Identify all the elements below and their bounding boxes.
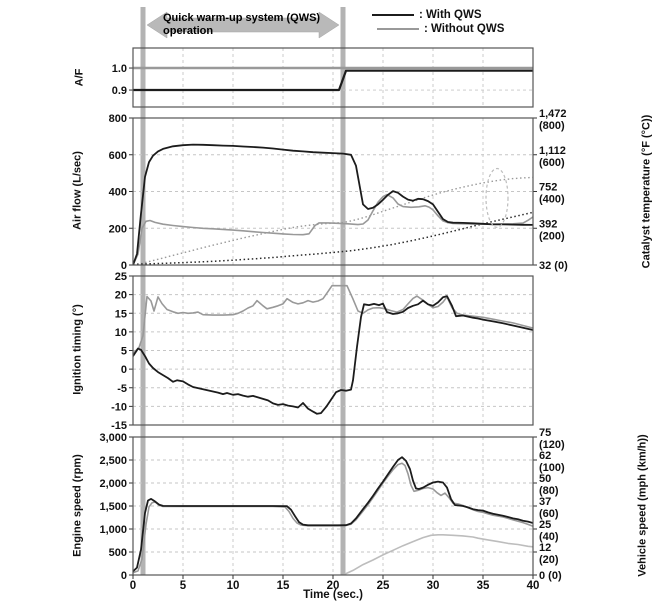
y2-tick-label: 50	[539, 473, 551, 485]
x-tick-label: 10	[227, 580, 240, 592]
y2-tick-label: (800)	[539, 120, 565, 132]
legend-label-without-qws: : Without QWS	[424, 23, 505, 35]
af-axis-title: A/F	[73, 68, 86, 87]
x-tick-label: 35	[477, 580, 490, 592]
y2-tick-label: (400)	[539, 194, 565, 206]
y2-tick-label: 12	[539, 542, 551, 554]
y2-tick-label: 75	[539, 427, 551, 439]
panel-frame	[132, 47, 534, 108]
y-tick-label: 800	[109, 113, 127, 125]
panel-frame	[132, 275, 534, 426]
series-catalyst_temp_fast_rise	[140, 176, 533, 265]
qws-operation-annotation-line2: operation	[163, 24, 214, 37]
x-tick-label: 0	[130, 580, 136, 592]
y2-tick-label: 32 (0)	[539, 260, 568, 272]
y2-tick-label: 37	[539, 496, 551, 508]
legend-line-without-qws	[377, 28, 419, 30]
y2-tick-label: 0 (0)	[539, 570, 562, 582]
series-with_qws	[133, 295, 533, 415]
legend-label-with-qws: : With QWS	[419, 9, 482, 21]
x-tick-label: 5	[180, 580, 187, 592]
qws-period-bar	[140, 7, 146, 575]
series-catalyst_temp_slow_rise	[133, 211, 533, 265]
y-tick-label: 0	[121, 260, 127, 272]
y2-tick-label: 62	[539, 450, 551, 462]
legend-item-without-qws: : Without QWS	[377, 22, 504, 36]
y2-tick-label: 1,472	[539, 108, 567, 120]
y2-tick-label: (60)	[539, 508, 559, 520]
y2-tick-label: 752	[539, 182, 557, 194]
y-tick-label: 15	[115, 308, 127, 320]
airflow-axis-title: Air flow (L/sec)	[71, 151, 84, 230]
y-tick-label: 1.0	[112, 63, 127, 75]
y-tick-label: 5	[121, 346, 127, 358]
y-tick-label: 20	[115, 290, 127, 302]
y-tick-label: -10	[111, 401, 127, 413]
y2-tick-label: (80)	[539, 485, 559, 497]
y-tick-label: 0.9	[112, 85, 127, 97]
qws-period-bar	[340, 7, 346, 575]
y-tick-label: 0	[121, 570, 127, 582]
qws-operation-arrow	[146, 11, 340, 39]
x-tick-label: 30	[427, 580, 440, 592]
x-axis-title: Time (sec.)	[303, 589, 363, 601]
qws-operation-annotation: Quick warm-up system (QWS) operation	[163, 12, 320, 37]
series-with_qws	[133, 143, 533, 265]
y2-tick-label: (200)	[539, 230, 565, 242]
x-tick-label: 15	[277, 580, 290, 592]
y-tick-label: 500	[109, 547, 127, 559]
y2-tick-label: (600)	[539, 157, 565, 169]
qws-operation-annotation-line1: Quick warm-up system (QWS)	[163, 12, 321, 24]
series-with_qws	[133, 69, 533, 92]
vehicle-axis-title: Vehicle speed (mph (km/h))	[636, 434, 649, 577]
catalyst-axis-title: Catalyst temperature (°F (°C))	[640, 114, 653, 269]
y-tick-label: -5	[117, 383, 127, 395]
highlight-ellipse	[485, 167, 509, 228]
legend-line-with-qws	[372, 14, 414, 16]
y2-tick-label: (20)	[539, 554, 559, 566]
y-tick-label: 1,000	[99, 524, 127, 536]
y-tick-label: 0	[121, 364, 127, 376]
legend-item-with-qws: : With QWS	[372, 8, 504, 22]
y2-tick-label: (100)	[539, 462, 565, 474]
y-tick-label: 1,500	[99, 501, 127, 513]
panel-frame	[132, 117, 534, 266]
y-tick-label: 10	[115, 327, 127, 339]
series-with_qws	[133, 456, 533, 572]
y-tick-label: 200	[109, 223, 127, 235]
y-tick-label: 600	[109, 150, 127, 162]
series-without_qws	[133, 193, 533, 265]
engine-axis-title: Engine speed (rpm)	[71, 454, 84, 557]
x-tick-label: 25	[377, 580, 390, 592]
y2-tick-label: (40)	[539, 531, 559, 543]
x-tick-label: 20	[327, 580, 340, 592]
y-tick-label: 2,500	[99, 455, 127, 467]
y2-tick-label: 25	[539, 519, 551, 531]
y-tick-label: 2,000	[99, 478, 127, 490]
y2-tick-label: 392	[539, 218, 557, 230]
y2-tick-label: 1,112	[539, 145, 566, 157]
y2-tick-label: (120)	[539, 439, 565, 451]
legend: : With QWS : Without QWS	[372, 8, 504, 36]
x-tick-label: 40	[527, 580, 540, 592]
y-tick-label: 25	[115, 271, 127, 283]
ignition-axis-title: Ignition timing (°)	[71, 304, 84, 395]
y-tick-label: 400	[109, 187, 127, 199]
series-without_qws	[133, 284, 533, 355]
y-tick-label: 3,000	[99, 432, 127, 444]
y-tick-label: -15	[111, 420, 127, 432]
series-vehicle_speed	[342, 533, 533, 575]
